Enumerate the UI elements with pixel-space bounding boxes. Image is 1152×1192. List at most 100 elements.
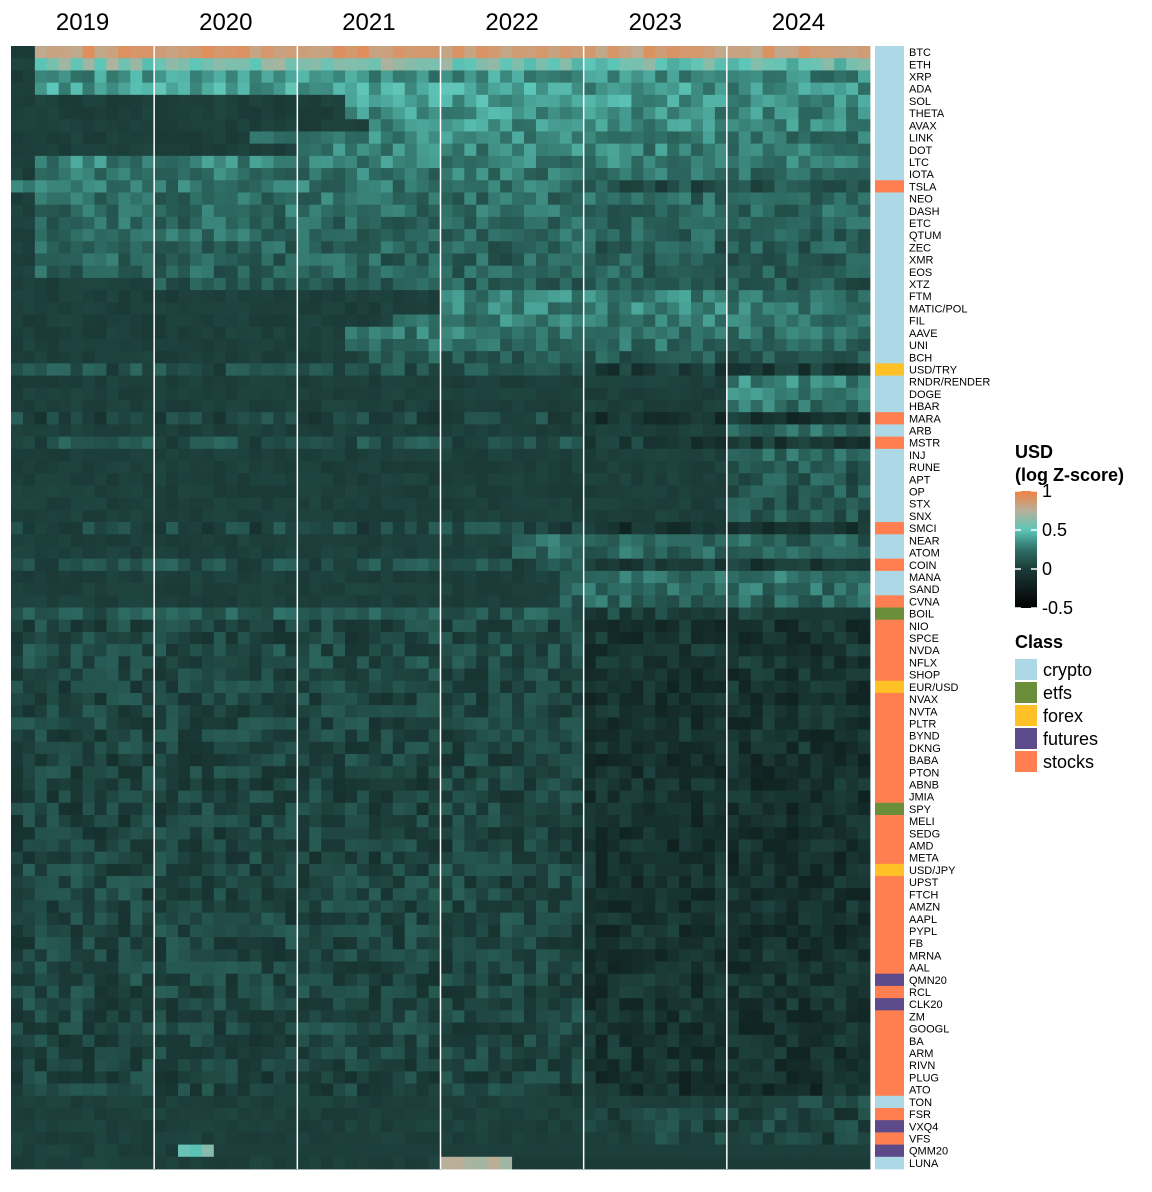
heatmap-cell	[595, 473, 608, 486]
heatmap-cell	[559, 802, 573, 816]
heatmap-cell	[535, 70, 549, 84]
heatmap-cell	[774, 155, 787, 169]
heatmap-cell	[595, 265, 608, 279]
heatmap-cell	[607, 863, 620, 877]
heatmap-cell	[225, 131, 239, 145]
heatmap-cell	[858, 351, 871, 364]
heatmap-cell	[798, 253, 811, 267]
heatmap-cell	[500, 583, 513, 596]
heatmap-cell	[488, 387, 501, 401]
heatmap-cell	[213, 387, 227, 401]
heatmap-cell	[237, 583, 251, 596]
heatmap-cell	[34, 888, 48, 901]
heatmap-cell	[810, 155, 823, 169]
heatmap-cell	[213, 70, 227, 84]
heatmap-cell	[595, 717, 608, 730]
heatmap-cell	[106, 802, 119, 816]
heatmap-cell	[225, 204, 239, 218]
heatmap-cell	[500, 766, 513, 779]
heatmap-cell	[607, 753, 620, 767]
heatmap-cell	[810, 595, 823, 608]
heatmap-cell	[94, 387, 107, 401]
heatmap-cell	[810, 180, 823, 193]
heatmap-cell	[607, 46, 620, 59]
heatmap-cell	[285, 509, 298, 523]
heatmap-cell	[392, 802, 406, 816]
heatmap-cell	[380, 58, 394, 71]
heatmap-cell	[595, 155, 608, 169]
heatmap-cell	[822, 192, 835, 206]
heatmap-cell	[166, 168, 179, 181]
heatmap-cell	[237, 619, 251, 633]
heatmap-cell	[798, 326, 811, 340]
heatmap-cell	[643, 522, 656, 535]
heatmap-cell	[22, 461, 36, 474]
heatmap-cell	[273, 485, 286, 499]
heatmap-cell	[583, 827, 596, 840]
heatmap-cell	[858, 644, 871, 657]
heatmap-cell	[488, 790, 501, 804]
heatmap-cell	[595, 668, 608, 682]
heatmap-cell	[655, 155, 668, 169]
heatmap-cell	[380, 229, 394, 242]
heatmap-cell	[201, 192, 215, 206]
heatmap-cell	[822, 485, 835, 499]
heatmap-cell	[368, 326, 382, 340]
heatmap-cell	[392, 509, 406, 523]
heatmap-cell	[309, 265, 322, 279]
heatmap-cell	[798, 558, 811, 572]
heatmap-cell	[142, 363, 155, 376]
heatmap-cell	[404, 473, 418, 486]
heatmap-cell	[559, 290, 573, 303]
heatmap-cell	[476, 583, 489, 596]
heatmap-cell	[655, 94, 668, 108]
heatmap-cell	[762, 314, 775, 328]
heatmap-cell	[655, 82, 668, 96]
heatmap-cell	[166, 534, 179, 547]
heatmap-cell	[714, 326, 728, 340]
heatmap-cell	[643, 399, 656, 413]
heatmap-cell	[702, 741, 716, 755]
heatmap-cell	[297, 680, 310, 694]
heatmap-cell	[166, 753, 179, 767]
heatmap-cell	[309, 570, 322, 584]
heatmap-cell	[309, 583, 322, 596]
heatmap-cell	[82, 399, 95, 413]
heatmap-cell	[34, 436, 48, 450]
heatmap-cell	[273, 436, 286, 450]
heatmap-cell	[535, 448, 549, 462]
heatmap-cell	[774, 876, 787, 889]
heatmap-cell	[810, 168, 823, 181]
heatmap-cell	[106, 839, 119, 853]
heatmap-cell	[726, 119, 740, 132]
heatmap-cell	[452, 644, 465, 657]
heatmap-cell	[130, 143, 143, 157]
heatmap-cell	[631, 863, 644, 877]
heatmap-cell	[440, 351, 453, 364]
heatmap-cell	[834, 155, 847, 169]
heatmap-cell	[321, 107, 334, 120]
heatmap-cell	[535, 619, 549, 633]
heatmap-cell	[702, 778, 716, 791]
heatmap-cell	[428, 204, 441, 218]
heatmap-cell	[189, 241, 203, 254]
heatmap-cell	[130, 338, 143, 352]
heatmap-cell	[643, 253, 656, 267]
heatmap-cell	[380, 668, 394, 682]
heatmap-cell	[834, 717, 847, 730]
heatmap-cell	[524, 851, 537, 865]
heatmap-cell	[679, 790, 692, 804]
heatmap-cell	[166, 717, 179, 730]
heatmap-cell	[392, 253, 406, 267]
heatmap-cell	[524, 607, 537, 621]
heatmap-cell	[178, 143, 191, 157]
heatmap-cell	[82, 155, 95, 169]
heatmap-cell	[619, 155, 632, 169]
heatmap-cell	[547, 253, 561, 267]
heatmap-cell	[189, 131, 203, 145]
heatmap-cell	[428, 546, 441, 560]
heatmap-cell	[822, 143, 835, 157]
heatmap-cell	[476, 753, 489, 767]
heatmap-cell	[846, 387, 859, 401]
heatmap-cell	[846, 277, 859, 291]
